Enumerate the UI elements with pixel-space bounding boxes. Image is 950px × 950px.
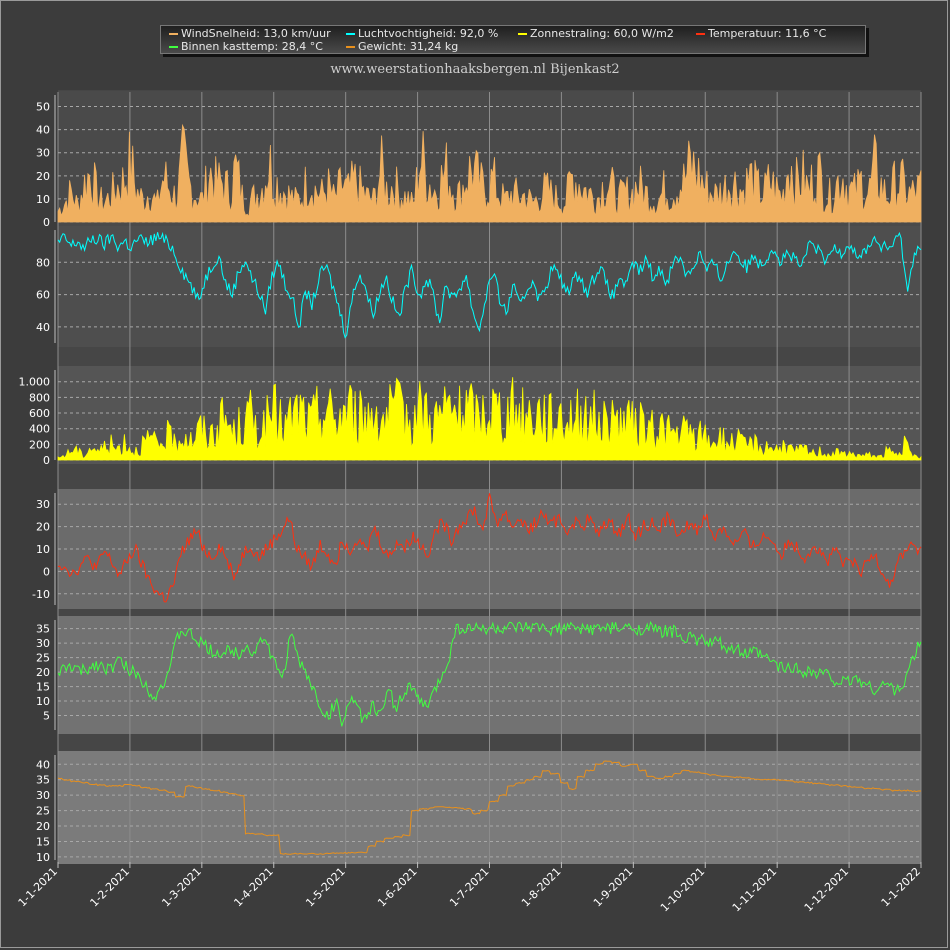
y-tick-label: 10 <box>36 695 50 708</box>
y-tick-label: 35 <box>36 623 50 636</box>
y-tick-label: 25 <box>36 805 50 818</box>
legend-label: Luchtvochtigheid: 92,0 % <box>358 27 499 40</box>
x-tick-label: 1-10-2021 <box>658 865 707 914</box>
legend-item-luchtvochtigheid: Luchtvochtigheid: 92,0 % <box>346 27 498 40</box>
y-tick-label: 30 <box>36 498 50 511</box>
x-tick-label: 1-6-2021 <box>375 865 420 910</box>
y-tick-label: 15 <box>36 681 50 694</box>
series-line-luchtvochtigheid <box>57 231 922 339</box>
y-tick-label: 200 <box>29 438 50 451</box>
y-tick-label: 1.000 <box>19 376 51 389</box>
legend-item-temperatuur: Temperatuur: 11,6 °C <box>696 27 826 40</box>
x-tick-label: 1-4-2021 <box>231 865 276 910</box>
site-title: www.weerstationhaaksbergen.nl Bijenkast2 <box>330 62 620 77</box>
y-tick-label: 30 <box>36 637 50 650</box>
x-tick-label: 1-5-2021 <box>303 865 348 910</box>
legend-item-windsnelheid: WindSnelheid: 13,0 km/uur <box>169 27 331 40</box>
y-tick-label: 30 <box>36 789 50 802</box>
x-tick-label: 1-7-2021 <box>447 865 492 910</box>
y-tick-label: 10 <box>36 543 50 556</box>
legend-item-binnen-kasttemp: Binnen kasttemp: 28,4 °C <box>169 40 323 53</box>
y-tick-label: 40 <box>36 124 50 137</box>
y-tick-label: 20 <box>36 170 50 183</box>
x-tick-label: 1-12-2021 <box>802 865 851 914</box>
legend-label: WindSnelheid: 13,0 km/uur <box>181 27 331 40</box>
x-tick-label: 1-8-2021 <box>519 865 564 910</box>
legend-swatch <box>346 46 355 48</box>
x-tick-label: 1-1-2022 <box>879 865 924 910</box>
y-tick-label: 15 <box>36 835 50 848</box>
legend-swatch <box>696 33 705 35</box>
y-tick-label: 0 <box>43 454 50 467</box>
y-tick-label: 80 <box>36 256 50 269</box>
y-tick-label: -10 <box>32 588 50 601</box>
y-tick-label: 25 <box>36 652 50 665</box>
legend-label: Gewicht: 31,24 kg <box>358 40 459 53</box>
x-tick-label: 1-2-2021 <box>88 865 133 910</box>
x-tick-label: 1-11-2021 <box>730 865 779 914</box>
y-tick-label: 400 <box>29 423 50 436</box>
series-line-binnen-kasttemp <box>57 620 922 727</box>
y-tick-label: 40 <box>36 321 50 334</box>
y-tick-label: 30 <box>36 147 50 160</box>
y-tick-label: 60 <box>36 289 50 302</box>
legend-item-gewicht: Gewicht: 31,24 kg <box>346 40 458 53</box>
y-tick-label: 40 <box>36 758 50 771</box>
y-tick-label: 35 <box>36 774 50 787</box>
legend-swatch <box>518 33 527 35</box>
y-tick-label: 20 <box>36 820 50 833</box>
legend-swatch <box>169 46 178 48</box>
y-tick-label: 800 <box>29 391 50 404</box>
y-tick-label: 50 <box>36 101 50 114</box>
y-tick-label: 0 <box>43 565 50 578</box>
x-tick-label: 1-3-2021 <box>159 865 204 910</box>
legend-swatch <box>346 33 355 35</box>
y-tick-label: 600 <box>29 407 50 420</box>
series-line-gewicht <box>57 760 922 855</box>
series-area-windsnelheid <box>57 123 922 223</box>
legend-label: Temperatuur: 11,6 °C <box>708 27 827 40</box>
x-tick-label: 1-9-2021 <box>591 865 636 910</box>
y-tick-label: 20 <box>36 521 50 534</box>
legend-item-zonnestraling: Zonnestraling: 60,0 W/m2 <box>518 27 674 40</box>
legend-swatch <box>169 33 178 35</box>
legend-label: Binnen kasttemp: 28,4 °C <box>181 40 323 53</box>
series-area-zonnestraling <box>57 377 922 461</box>
y-tick-label: 20 <box>36 666 50 679</box>
legend-label: Zonnestraling: 60,0 W/m2 <box>530 27 674 40</box>
y-tick-label: 10 <box>36 851 50 864</box>
y-tick-label: 5 <box>43 710 50 723</box>
series-line-temperatuur <box>57 493 922 603</box>
x-tick-label: 1-1-2021 <box>16 865 61 910</box>
y-tick-label: 0 <box>43 216 50 229</box>
legend-box: WindSnelheid: 13,0 km/uur Luchtvochtighe… <box>160 25 866 54</box>
y-tick-label: 10 <box>36 193 50 206</box>
